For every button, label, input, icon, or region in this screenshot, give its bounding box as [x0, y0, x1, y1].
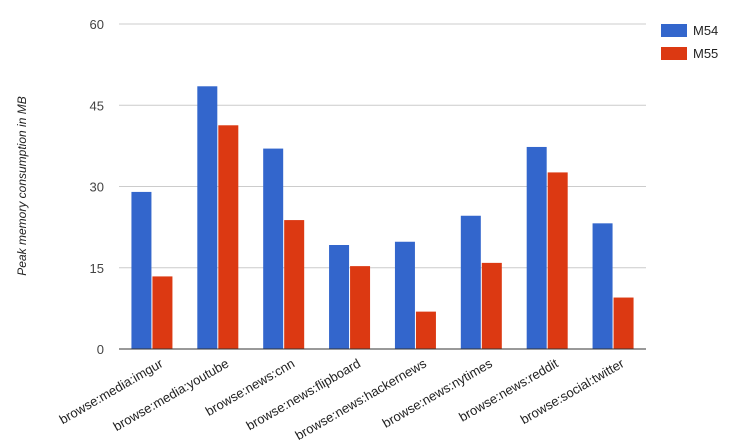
legend: M54 M55: [661, 23, 718, 61]
bar-m55-7[interactable]: [613, 297, 634, 349]
x-category-label: browse:media:imgur: [57, 355, 166, 427]
y-tick-label: 15: [90, 261, 104, 276]
x-category-label: browse:news:flipboard: [244, 356, 364, 434]
bar-m54-5[interactable]: [460, 215, 481, 349]
bar-m55-2[interactable]: [284, 220, 305, 349]
y-tick-label: 60: [90, 17, 104, 32]
bar-m55-4[interactable]: [415, 311, 436, 349]
bar-m54-4[interactable]: [394, 241, 415, 349]
y-tick-label: 30: [90, 180, 104, 195]
x-axis-labels: browse:media:imgurbrowse:media:youtubebr…: [57, 355, 628, 443]
bars: [131, 86, 634, 350]
bar-m55-5[interactable]: [481, 262, 502, 349]
bar-m54-2[interactable]: [263, 148, 284, 349]
y-axis-ticks: 0 15 30 45 60: [90, 17, 104, 357]
legend-swatch-m54: [661, 24, 687, 37]
x-category-label: browse:media:youtube: [111, 356, 232, 434]
bar-m55-1[interactable]: [218, 125, 239, 350]
legend-label-m55: M55: [693, 46, 718, 61]
bar-m55-6[interactable]: [547, 172, 568, 349]
y-axis-title: Peak memory consumption in MB: [15, 96, 29, 275]
y-tick-label: 45: [90, 98, 104, 113]
bar-m54-1[interactable]: [197, 86, 218, 350]
bar-m54-7[interactable]: [592, 223, 613, 349]
bar-m54-3[interactable]: [329, 245, 350, 349]
legend-swatch-m55: [661, 47, 687, 60]
legend-label-m54: M54: [693, 23, 718, 38]
y-tick-label: 0: [97, 342, 104, 357]
bar-m55-0[interactable]: [152, 276, 173, 349]
x-category-label: browse:news:nytimes: [380, 355, 496, 430]
bar-m55-3[interactable]: [350, 266, 371, 349]
bar-m54-0[interactable]: [131, 191, 152, 349]
bar-m54-6[interactable]: [526, 146, 547, 349]
